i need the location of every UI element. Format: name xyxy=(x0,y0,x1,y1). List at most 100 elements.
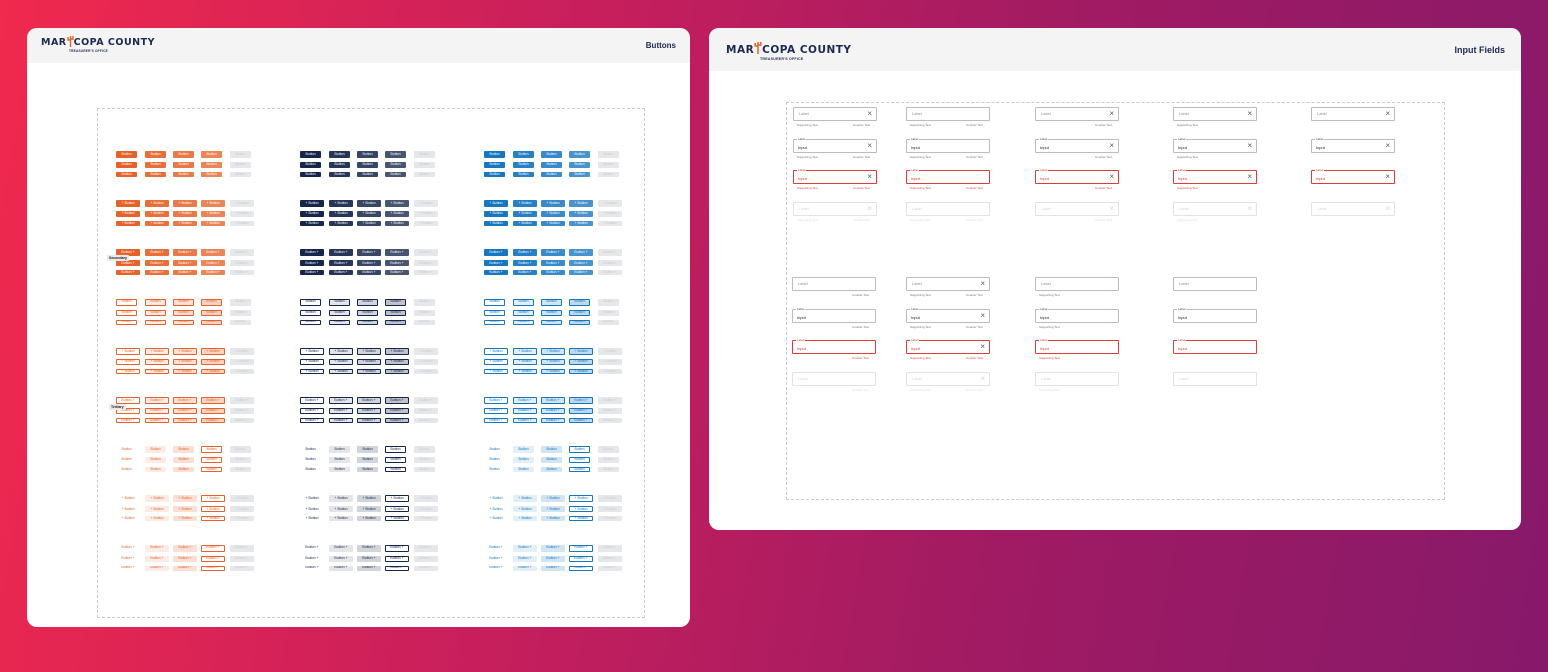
button[interactable]: + Button xyxy=(116,358,140,365)
text-field[interactable]: Label Input xyxy=(1173,338,1257,354)
button[interactable]: Button + xyxy=(201,544,225,552)
button[interactable]: Button xyxy=(541,151,562,158)
button[interactable]: + Button xyxy=(329,506,353,513)
button[interactable]: + Button xyxy=(541,358,565,365)
button[interactable]: Button + xyxy=(513,408,537,414)
button[interactable]: + Button xyxy=(385,200,409,208)
button[interactable]: + Button xyxy=(173,347,197,355)
button[interactable]: Button xyxy=(385,446,406,454)
button[interactable]: Button + xyxy=(329,260,353,267)
text-field[interactable]: Label xyxy=(1035,277,1119,291)
button[interactable]: Button xyxy=(173,151,194,158)
button[interactable]: + Button xyxy=(569,221,593,227)
button[interactable]: + Button xyxy=(201,347,225,355)
button[interactable]: + Button xyxy=(300,221,324,227)
button[interactable]: Button + xyxy=(569,249,593,257)
button[interactable]: + Button xyxy=(300,368,324,374)
button[interactable]: Button xyxy=(201,446,222,454)
button[interactable]: + Button xyxy=(116,368,140,374)
text-field[interactable]: Label Input xyxy=(1035,306,1119,323)
button[interactable]: Button xyxy=(385,319,406,325)
button[interactable]: + Button xyxy=(569,516,593,522)
button[interactable]: Button xyxy=(145,467,166,473)
button[interactable]: Button + xyxy=(173,565,197,571)
button[interactable]: + Button xyxy=(569,200,593,208)
text-field[interactable]: Label Input × xyxy=(1173,136,1257,153)
button[interactable]: Button + xyxy=(357,408,381,414)
button[interactable]: Button + xyxy=(173,260,197,267)
button[interactable]: + Button xyxy=(513,358,537,365)
button[interactable]: Button + xyxy=(116,418,140,423)
button[interactable]: + Button xyxy=(201,516,225,522)
button[interactable]: Button xyxy=(121,446,132,451)
button[interactable]: + Button xyxy=(385,506,409,513)
button[interactable]: Button xyxy=(569,319,590,325)
button[interactable]: + Button xyxy=(329,211,353,218)
button[interactable]: + Button xyxy=(145,358,169,365)
button[interactable]: Button + xyxy=(569,260,593,267)
button[interactable]: Button + xyxy=(569,555,593,562)
button[interactable]: Button xyxy=(513,151,534,158)
text-field[interactable]: Label Input × xyxy=(793,136,877,153)
button[interactable]: + Button xyxy=(329,368,353,374)
button[interactable]: + Button xyxy=(329,495,353,503)
button[interactable]: + Button xyxy=(305,496,319,501)
button[interactable]: Button xyxy=(541,446,562,454)
button[interactable]: Button + xyxy=(329,418,353,423)
button[interactable]: + Button xyxy=(569,506,593,513)
button[interactable]: Button + xyxy=(145,544,169,552)
button[interactable]: Button xyxy=(145,162,166,168)
button[interactable]: + Button xyxy=(116,211,140,218)
button[interactable]: + Button xyxy=(484,368,508,374)
button[interactable]: Button xyxy=(541,319,562,325)
button[interactable]: Button + xyxy=(173,249,197,257)
button[interactable]: + Button xyxy=(121,496,135,501)
button[interactable]: Button xyxy=(513,172,534,177)
button[interactable]: Button xyxy=(173,309,194,316)
button[interactable]: + Button xyxy=(121,516,135,521)
clear-icon[interactable]: × xyxy=(867,109,872,118)
button[interactable]: Button xyxy=(173,172,194,177)
button[interactable]: + Button xyxy=(329,200,353,208)
button[interactable]: + Button xyxy=(145,495,169,503)
button[interactable]: Button + xyxy=(513,555,537,562)
button[interactable]: + Button xyxy=(513,495,537,503)
button[interactable]: + Button xyxy=(541,221,565,227)
button[interactable]: Button + xyxy=(385,544,409,552)
clear-icon[interactable]: × xyxy=(867,172,872,181)
button[interactable]: Button + xyxy=(385,397,409,404)
button[interactable]: + Button xyxy=(145,211,169,218)
clear-icon[interactable]: × xyxy=(1385,172,1390,181)
button[interactable]: Button + xyxy=(385,270,409,276)
button[interactable]: Button + xyxy=(357,260,381,267)
button[interactable]: + Button xyxy=(201,200,225,208)
button[interactable]: Button + xyxy=(329,397,353,404)
button[interactable]: Button xyxy=(357,467,378,473)
button[interactable]: Button + xyxy=(484,397,508,404)
button[interactable]: + Button xyxy=(201,221,225,227)
button[interactable]: Button + xyxy=(145,565,169,571)
button[interactable]: Button + xyxy=(569,565,593,571)
button[interactable]: Button + xyxy=(329,544,353,552)
button[interactable]: Button xyxy=(201,457,222,464)
button[interactable]: Button + xyxy=(201,249,225,257)
text-field[interactable]: Label xyxy=(906,107,990,121)
button[interactable]: + Button xyxy=(329,221,353,227)
button[interactable]: Button xyxy=(329,172,350,177)
button[interactable]: + Button xyxy=(357,358,381,365)
button[interactable]: Button xyxy=(385,298,406,306)
button[interactable]: Button + xyxy=(541,418,565,423)
button[interactable]: Button + xyxy=(145,418,169,423)
text-field[interactable]: Label Input × xyxy=(1173,168,1257,184)
button[interactable]: Button + xyxy=(173,408,197,414)
button[interactable]: Button + xyxy=(513,249,537,257)
button[interactable]: Button xyxy=(329,162,350,168)
button[interactable]: Button + xyxy=(513,397,537,404)
text-field[interactable]: Label × xyxy=(1035,107,1119,121)
button[interactable]: + Button xyxy=(484,221,508,227)
text-field[interactable]: Label Input × xyxy=(906,306,990,323)
button[interactable]: Button + xyxy=(569,418,593,423)
button[interactable]: Button + xyxy=(116,249,140,257)
button[interactable]: Button + xyxy=(541,408,565,414)
button[interactable]: Button + xyxy=(541,397,565,404)
